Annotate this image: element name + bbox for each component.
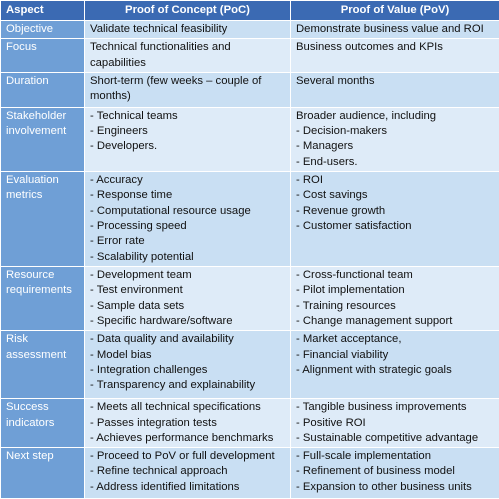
- cell-line: - Address identified limitations: [90, 480, 285, 495]
- header-cell: Proof of Concept (PoC): [85, 1, 291, 21]
- table-row: Success indicators- Meets all technical …: [1, 399, 499, 448]
- cell-line: - Accuracy: [90, 173, 285, 188]
- cell-line: - Technical teams: [90, 109, 285, 124]
- cell-line: - Engineers: [90, 124, 285, 139]
- cell-line: - Refine technical approach: [90, 464, 285, 479]
- cell-line: - Integration challenges: [90, 363, 285, 378]
- poc-cell: - Technical teams- Engineers- Developers…: [85, 107, 291, 171]
- table-row: Stakeholder involvement- Technical teams…: [1, 107, 499, 171]
- pov-cell: - ROI- Cost savings- Revenue growth- Cus…: [291, 172, 499, 267]
- table-row: Evaluation metrics- Accuracy- Response t…: [1, 172, 499, 267]
- page: Aspect Proof of Concept (PoC) Proof of V…: [0, 0, 499, 487]
- header-cell: Proof of Value (PoV): [291, 1, 499, 21]
- cell-line: - Sustainable competitive advantage: [296, 431, 494, 446]
- pov-cell: Demonstrate business value and ROI: [291, 21, 499, 39]
- aspect-cell: Success indicators: [1, 399, 85, 448]
- cell-line: Short-term (few weeks – couple of months…: [90, 74, 285, 105]
- cell-line: - Achieves performance benchmarks: [90, 431, 285, 446]
- table-body: Objective Validate technical feasibility D…: [1, 21, 499, 499]
- pov-cell: Several months: [291, 72, 499, 107]
- cell-line: - Tangible business improvements: [296, 400, 494, 415]
- cell-line: - Refinement of business model: [296, 464, 494, 479]
- cell-line: - Specific hardware/software: [90, 314, 285, 329]
- aspect-cell: Risk assessment: [1, 331, 85, 399]
- pov-cell: - Tangible business improvements- Positi…: [291, 399, 499, 448]
- pov-cell: Broader audience, including- Decision-ma…: [291, 107, 499, 171]
- cell-line: - Development team: [90, 268, 285, 283]
- pov-cell: - Market acceptance,- Financial viabilit…: [291, 331, 499, 399]
- pov-cell: - Full-scale implementation- Refinement …: [291, 448, 499, 499]
- table-row: Resource requirements- Development team-…: [1, 267, 499, 331]
- cell-line: - Decision-makers: [296, 124, 494, 139]
- cell-line: - Cross-functional team: [296, 268, 494, 283]
- cell-line: - Scalability potential: [90, 250, 285, 265]
- aspect-cell: Stakeholder involvement: [1, 107, 85, 171]
- aspect-cell: Evaluation metrics: [1, 172, 85, 267]
- header-row: Aspect Proof of Concept (PoC) Proof of V…: [1, 1, 499, 21]
- cell-line: - Expansion to other business units: [296, 480, 494, 495]
- poc-cell: - Data quality and availability- Model b…: [85, 331, 291, 399]
- cell-line: - End-users.: [296, 155, 494, 170]
- cell-line: - Revenue growth: [296, 204, 494, 219]
- cell-line: - Cost savings: [296, 188, 494, 203]
- cell-line: Several months: [296, 74, 494, 89]
- cell-line: - Test environment: [90, 283, 285, 298]
- cell-line: - Meets all technical specifications: [90, 400, 285, 415]
- cell-line: Broader audience, including: [296, 109, 494, 124]
- poc-cell: Short-term (few weeks – couple of months…: [85, 72, 291, 107]
- aspect-cell: Next step: [1, 448, 85, 499]
- cell-line: - Customer satisfaction: [296, 219, 494, 234]
- cell-line: - Response time: [90, 188, 285, 203]
- cell-line: - Processing speed: [90, 219, 285, 234]
- cell-line: - Positive ROI: [296, 416, 494, 431]
- cell-line: - Training resources: [296, 299, 494, 314]
- cell-line: Technical functionalities and capabiliti…: [90, 40, 285, 71]
- poc-cell: - Meets all technical specifications- Pa…: [85, 399, 291, 448]
- table-row: Risk assessment- Data quality and availa…: [1, 331, 499, 399]
- cell-line: Validate technical feasibility: [90, 22, 285, 37]
- cell-line: - Financial viability: [296, 348, 494, 363]
- poc-cell: - Accuracy- Response time- Computational…: [85, 172, 291, 267]
- cell-line: - ROI: [296, 173, 494, 188]
- cell-line: Business outcomes and KPIs: [296, 40, 494, 55]
- cell-line: - Computational resource usage: [90, 204, 285, 219]
- cell-line: - Pilot implementation: [296, 283, 494, 298]
- aspect-cell: Resource requirements: [1, 267, 85, 331]
- poc-cell: Validate technical feasibility: [85, 21, 291, 39]
- aspect-cell: Focus: [1, 39, 85, 73]
- table-row: Next step- Proceed to PoV or full develo…: [1, 448, 499, 499]
- aspect-cell: Objective: [1, 21, 85, 39]
- cell-line: - Data quality and availability: [90, 332, 285, 347]
- cell-line: - Managers: [296, 139, 494, 154]
- pov-cell: Business outcomes and KPIs: [291, 39, 499, 73]
- aspect-cell: Duration: [1, 72, 85, 107]
- cell-line: - Passes integration tests: [90, 416, 285, 431]
- cell-line: - Model bias: [90, 348, 285, 363]
- cell-line: - Sample data sets: [90, 299, 285, 314]
- cell-line: Demonstrate business value and ROI: [296, 22, 494, 37]
- poc-cell: Technical functionalities and capabiliti…: [85, 39, 291, 73]
- cell-line: - Developers.: [90, 139, 285, 154]
- pov-cell: - Cross-functional team- Pilot implement…: [291, 267, 499, 331]
- table-row: Objective Validate technical feasibility D…: [1, 21, 499, 39]
- poc-cell: - Proceed to PoV or full development- Re…: [85, 448, 291, 499]
- poc-cell: - Development team- Test environment- Sa…: [85, 267, 291, 331]
- cell-line: - Error rate: [90, 234, 285, 249]
- cell-line: - Change management support: [296, 314, 494, 329]
- cell-line: - Transparency and explainability: [90, 378, 285, 393]
- cell-line: - Full-scale implementation: [296, 449, 494, 464]
- cell-line: - Proceed to PoV or full development: [90, 449, 285, 464]
- header-cell: Aspect: [1, 1, 85, 21]
- cell-line: - Alignment with strategic goals: [296, 363, 494, 378]
- cell-line: - Market acceptance,: [296, 332, 494, 347]
